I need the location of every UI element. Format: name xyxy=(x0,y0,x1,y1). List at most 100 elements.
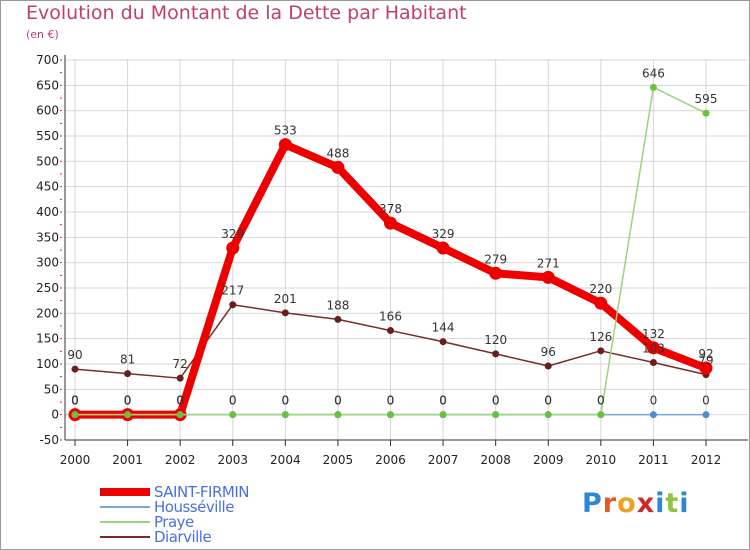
data-point xyxy=(229,301,237,309)
data-point xyxy=(71,365,79,373)
x-tick-labels: 2000 2001 2002 2003 2004 2005 2006 2007 2008 2009… xyxy=(60,453,722,467)
data-point xyxy=(387,327,394,335)
data-label: 96 xyxy=(541,345,556,359)
logo-letter: x xyxy=(636,488,656,519)
data-label: 126 xyxy=(589,330,612,344)
y-tick-label: 150 xyxy=(36,332,59,346)
logo-letter: i xyxy=(679,488,690,519)
data-label: 0 xyxy=(650,394,658,408)
data-label: 0 xyxy=(492,394,500,408)
y-tick-label: 550 xyxy=(36,129,59,143)
x-tick-label: 2009 xyxy=(533,453,564,467)
x-tick-label: 2004 xyxy=(270,453,301,467)
series-praye xyxy=(71,83,710,419)
data-label: 0 xyxy=(387,394,395,408)
data-label: 0 xyxy=(71,394,79,408)
y-tick-label: 650 xyxy=(36,78,59,92)
y-tick-label: 200 xyxy=(36,306,59,320)
data-point xyxy=(699,361,713,375)
chart-subtitle: (en €) xyxy=(26,28,59,41)
data-point xyxy=(492,350,500,358)
data-label: 378 xyxy=(379,202,402,216)
data-label: 103 xyxy=(642,341,665,355)
y-tick-label: 250 xyxy=(36,281,59,295)
y-tick-label: 600 xyxy=(36,104,59,118)
data-label: 488 xyxy=(326,146,349,160)
data-label: 144 xyxy=(432,321,455,335)
data-point xyxy=(387,411,394,419)
data-point xyxy=(649,411,657,419)
data-label: 271 xyxy=(537,256,560,270)
data-point xyxy=(597,347,605,355)
data-label: 132 xyxy=(642,327,665,341)
data-point xyxy=(334,315,342,323)
data-point xyxy=(176,374,184,382)
legend-swatch xyxy=(100,521,150,523)
data-point xyxy=(229,411,237,419)
data-point xyxy=(492,411,500,419)
data-label: 79 xyxy=(698,354,713,368)
chart-title: Evolution du Montant de la Dette par Hab… xyxy=(26,2,467,24)
data-label: 0 xyxy=(334,394,342,408)
data-label: 0 xyxy=(387,394,395,408)
proxiti-logo: Proxiti xyxy=(582,488,690,519)
data-point xyxy=(544,362,552,370)
data-label: 0 xyxy=(229,394,237,408)
data-label: 0 xyxy=(334,394,342,408)
data-label: 0 xyxy=(492,394,500,408)
data-label: 0 xyxy=(229,394,237,408)
data-label: 0 xyxy=(124,394,132,408)
data-point xyxy=(597,411,605,419)
data-point xyxy=(124,370,132,378)
data-point xyxy=(702,109,710,117)
data-label: 0 xyxy=(597,394,605,408)
data-label: 0 xyxy=(176,394,184,408)
x-tick-label: 2003 xyxy=(217,453,248,467)
data-point xyxy=(436,241,450,255)
data-label: 279 xyxy=(484,252,507,266)
data-label: 72 xyxy=(173,357,188,371)
y-tick-label: 300 xyxy=(36,256,59,270)
data-label: 646 xyxy=(642,66,665,80)
data-label: 92 xyxy=(698,347,713,361)
legend-label: Praye xyxy=(154,513,194,531)
line-chart: -50 0 50 100 150 200 250 300 350 400 450 500 550 600 6… xyxy=(36,53,748,467)
x-tick-label: 2001 xyxy=(112,453,143,467)
x-tick-label: 2006 xyxy=(375,453,406,467)
data-label: 188 xyxy=(326,298,349,312)
data-label: 0 xyxy=(702,394,710,408)
data-label: 0 xyxy=(124,394,132,408)
data-point xyxy=(278,138,292,152)
logo-letter: o xyxy=(617,488,637,519)
data-point xyxy=(439,338,447,346)
data-label: 0 xyxy=(282,394,290,408)
y-tick-label: 500 xyxy=(36,154,59,168)
data-point xyxy=(541,270,555,284)
data-label: 0 xyxy=(71,394,79,408)
data-label: 120 xyxy=(484,333,507,347)
data-label: 0 xyxy=(176,394,184,408)
y-tick-label: 700 xyxy=(36,53,59,67)
data-point xyxy=(281,309,289,317)
data-point xyxy=(226,241,240,255)
y-tick-label: 100 xyxy=(36,357,59,371)
data-point xyxy=(489,266,503,280)
data-point xyxy=(646,341,660,355)
series-layer xyxy=(68,83,713,422)
axes xyxy=(60,55,748,446)
x-tick-label: 2005 xyxy=(323,453,354,467)
data-point xyxy=(281,411,289,419)
y-tick-label: 400 xyxy=(36,205,59,219)
data-point xyxy=(702,411,710,419)
data-label: 0 xyxy=(282,394,290,408)
x-tick-label: 2010 xyxy=(586,453,617,467)
legend-label: Housséville xyxy=(154,498,234,516)
data-label: 0 xyxy=(597,394,605,408)
data-labels: 90 81 72 217 201 188 166 144 120 96 126 103 79 0 0 0 0 0 0… xyxy=(67,66,717,407)
data-point xyxy=(384,216,397,230)
y-tick-label: 450 xyxy=(36,180,59,194)
grid-lines xyxy=(65,59,748,445)
data-label: 81 xyxy=(120,353,135,367)
y-tick-label: -50 xyxy=(39,433,59,447)
data-label: 595 xyxy=(695,92,718,106)
